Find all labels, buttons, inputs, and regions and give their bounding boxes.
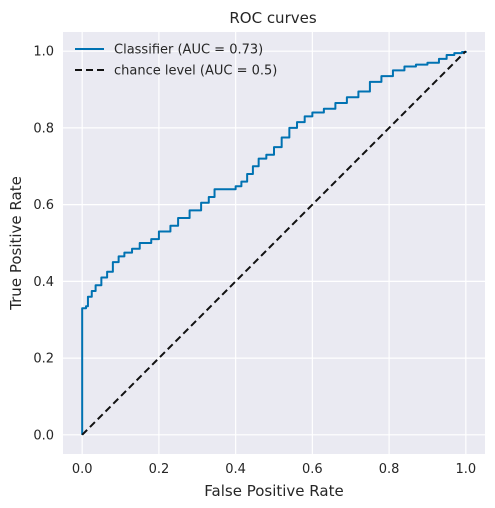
chart-title: ROC curves	[229, 9, 316, 27]
chance-level-legend-label: chance level (AUC = 0.5)	[114, 64, 277, 79]
x-tick-label: 0.6	[302, 462, 323, 477]
x-tick-label: 0.4	[225, 462, 246, 477]
classifier-line	[81, 50, 467, 435]
classifier-legend-label: Classifier (AUC = 0.73)	[114, 43, 263, 58]
x-tick-label: 0.0	[72, 462, 93, 477]
series-layer	[81, 50, 467, 436]
legend: Classifier (AUC = 0.73) chance level (AUC…	[75, 43, 277, 79]
x-tick-label: 0.8	[379, 462, 400, 477]
y-tick-label: 0.2	[33, 352, 54, 367]
x-tick-label: 0.2	[149, 462, 170, 477]
chance-level-line	[81, 50, 467, 436]
y-tick-label: 0.0	[33, 428, 54, 443]
x-axis-label: False Positive Rate	[204, 482, 343, 500]
y-axis-label: True Positive Rate	[7, 176, 25, 311]
y-tick-label: 0.6	[33, 198, 54, 213]
x-tick-label: 1.0	[455, 462, 476, 477]
tick-labels: 0.0 0.2 0.4 0.6 0.8 1.0 0.0 0.2 0.4 0.6 0.8 1.0	[33, 45, 476, 477]
y-tick-label: 0.4	[33, 275, 54, 290]
y-tick-label: 1.0	[33, 45, 54, 60]
grid-lines	[63, 32, 485, 454]
y-tick-label: 0.8	[33, 121, 54, 136]
plot-area	[63, 32, 485, 454]
